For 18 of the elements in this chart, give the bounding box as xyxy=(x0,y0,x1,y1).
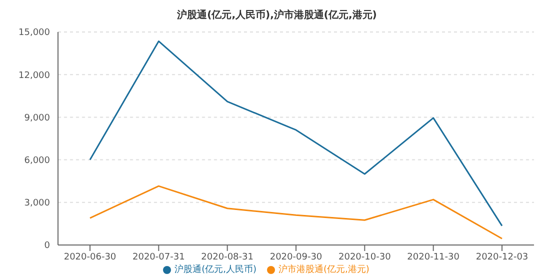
legend-label: 沪股通(亿元,人民币) xyxy=(174,265,256,275)
x-tick-label: 2020-06-30 xyxy=(64,252,116,262)
x-tick-label: 2020-12-03 xyxy=(476,252,528,262)
chart-title: 沪股通(亿元,人民币),沪市港股通(亿元,港元) xyxy=(176,8,378,23)
y-tick-label: 6,000 xyxy=(24,156,50,166)
x-tick-label: 2020-07-31 xyxy=(132,252,185,262)
line-series xyxy=(89,40,503,227)
y-tick-label: 12,000 xyxy=(18,70,50,81)
x-tick-label: 2020-10-30 xyxy=(338,252,392,262)
x-tick-label: 2020-09-30 xyxy=(270,252,322,262)
y-tick-label: 3,000 xyxy=(24,198,50,209)
y-tick-label: 9,000 xyxy=(24,113,50,124)
line-series xyxy=(89,185,503,240)
x-tick-label: 2020-11-30 xyxy=(407,252,460,262)
x-tick-label: 2020-08-31 xyxy=(201,252,254,262)
y-tick-label: 15,000 xyxy=(18,28,50,38)
legend-label: 沪市港股通(亿元,港元) xyxy=(278,265,370,275)
y-tick-label: 0 xyxy=(44,241,50,252)
